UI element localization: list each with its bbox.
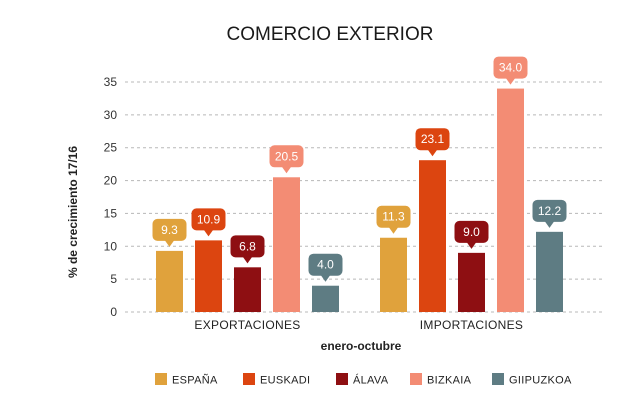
data-label-text: 20.5 <box>275 149 299 163</box>
legend-swatch <box>155 373 167 385</box>
data-label-pointer <box>281 166 292 174</box>
legend-label: GIIPUZKOA <box>509 375 572 387</box>
y-axis-ticks: 0 5 10 15 20 25 30 35 <box>104 75 118 319</box>
legend-label: ÁLAVA <box>353 374 389 387</box>
legend-item: GIIPUZKOA <box>492 373 572 387</box>
legend-label: ESPAÑA <box>172 374 218 387</box>
data-label: 4.0 <box>308 253 343 282</box>
legend-item: BIZKAIA <box>410 373 472 387</box>
data-label-bubble <box>152 218 187 241</box>
data-label-bubble <box>493 56 528 79</box>
data-labels: 9.3 10.9 6.8 20.5 4.0 11.3 23.1 9.0 34.0 12.2 <box>152 56 567 282</box>
legend-swatch <box>410 373 422 385</box>
data-label: 34.0 <box>493 56 528 85</box>
data-label-pointer <box>466 241 477 249</box>
data-label-bubble <box>415 128 450 151</box>
legend-swatch <box>243 373 255 385</box>
bar-exportaciones-españa <box>156 250 183 312</box>
data-label-bubble <box>308 253 343 276</box>
data-label-text: 9.0 <box>463 225 480 239</box>
data-label-text: 6.8 <box>239 239 256 253</box>
data-label-text: 11.3 <box>382 210 405 224</box>
y-axis-title: % de crecimiento 17/16 <box>66 146 80 278</box>
legend-swatch <box>492 373 504 385</box>
data-label-bubble <box>191 208 226 231</box>
x-category-label: IMPORTACIONES <box>420 318 523 332</box>
bar-exportaciones-álava <box>234 267 261 312</box>
data-label-pointer <box>544 220 555 228</box>
data-label-pointer <box>505 77 516 85</box>
legend-swatch <box>336 373 348 385</box>
bar-importaciones-españa <box>380 237 407 312</box>
legend: ESPAÑA EUSKADI ÁLAVA BIZKAIA GIIPUZKOA <box>155 373 572 387</box>
chart-title: COMERCIO EXTERIOR <box>227 24 434 45</box>
data-label-text: 10.9 <box>197 212 221 226</box>
bar-importaciones-giipuzkoa <box>536 231 563 312</box>
data-label-bubble <box>376 205 411 228</box>
y-tick-label: 5 <box>110 272 117 286</box>
y-tick-label: 20 <box>104 174 118 188</box>
data-label: 6.8 <box>230 235 265 264</box>
bar-exportaciones-giipuzkoa <box>312 285 339 312</box>
bar-importaciones-bizkaia <box>497 88 524 312</box>
data-label-pointer <box>242 256 253 264</box>
data-label-bubble <box>230 235 265 258</box>
data-label: 20.5 <box>269 145 304 174</box>
data-label-text: 12.2 <box>538 204 562 218</box>
data-label: 23.1 <box>415 128 450 157</box>
y-tick-label: 15 <box>104 206 118 220</box>
data-label-pointer <box>164 239 175 247</box>
y-tick-label: 30 <box>104 108 118 122</box>
data-label: 12.2 <box>532 199 567 228</box>
y-tick-label: 35 <box>104 75 118 89</box>
legend-item: EUSKADI <box>243 373 310 387</box>
legend-label: EUSKADI <box>260 375 310 387</box>
legend-label: BIZKAIA <box>427 375 472 387</box>
legend-item: ÁLAVA <box>336 373 389 387</box>
data-label: 10.9 <box>191 208 226 237</box>
y-tick-label: 25 <box>104 141 118 155</box>
y-tick-label: 0 <box>110 305 117 319</box>
data-label: 9.3 <box>152 218 187 247</box>
data-label-bubble <box>454 220 489 243</box>
data-label-pointer <box>320 274 331 282</box>
data-label: 9.0 <box>454 220 489 249</box>
data-label-text: 4.0 <box>317 258 334 272</box>
bar-exportaciones-bizkaia <box>273 177 300 312</box>
data-label-pointer <box>388 226 399 234</box>
data-label-pointer <box>203 229 214 237</box>
data-label-text: 9.3 <box>161 223 178 237</box>
data-label-bubble <box>269 145 304 168</box>
x-category-label: EXPORTACIONES <box>194 318 300 332</box>
y-tick-label: 10 <box>104 239 118 253</box>
data-label: 11.3 <box>376 205 411 234</box>
bar-importaciones-euskadi <box>419 160 446 312</box>
legend-item: ESPAÑA <box>155 373 218 387</box>
data-label-text: 34.0 <box>499 61 523 75</box>
x-axis-categories: EXPORTACIONES IMPORTACIONES <box>194 318 523 332</box>
bars <box>156 88 563 312</box>
bar-exportaciones-euskadi <box>195 240 222 312</box>
data-label-text: 23.1 <box>421 132 445 146</box>
data-label-bubble <box>532 199 567 222</box>
data-label-pointer <box>427 149 438 157</box>
x-axis-title: enero-octubre <box>321 339 402 353</box>
bar-importaciones-álava <box>458 252 485 312</box>
